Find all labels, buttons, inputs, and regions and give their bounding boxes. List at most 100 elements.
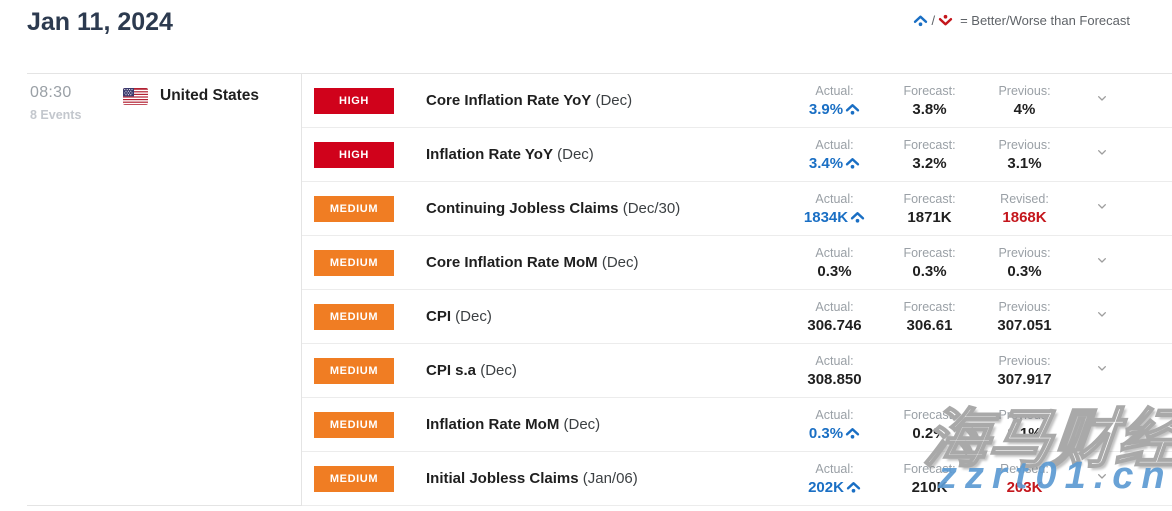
events-list: HIGH Core Inflation Rate YoY (Dec) Actual:…	[301, 74, 1172, 506]
event-row[interactable]: HIGH Core Inflation Rate YoY (Dec) Actual:…	[302, 74, 1172, 128]
forecast-value: 1871K	[907, 208, 952, 226]
forecast-cell: Forecast: 3.8%	[882, 84, 977, 118]
better-than-forecast-icon	[913, 14, 928, 27]
impact-badge: MEDIUM	[314, 303, 394, 330]
impact-badge: MEDIUM	[314, 195, 394, 222]
impact-badge: MEDIUM	[314, 411, 394, 438]
session-time-block: 08:30 8 Events	[30, 84, 123, 122]
forecast-value: 0.2%	[912, 424, 947, 442]
actual-value: 202K	[787, 479, 882, 496]
chevron-down-icon[interactable]	[1094, 144, 1110, 165]
event-title: Core Inflation Rate YoY (Dec)	[426, 92, 632, 109]
event-row[interactable]: MEDIUM CPI (Dec) Actual: 306.746 Forecast: 30…	[302, 290, 1172, 344]
revised-label: Revised:	[1000, 191, 1049, 206]
previous-label: Previous:	[998, 83, 1051, 98]
forecast-value: 210K	[911, 478, 948, 496]
chevron-down-icon[interactable]	[1094, 198, 1110, 219]
previous-value: 0.1%	[1007, 424, 1042, 442]
event-name: Inflation Rate YoY	[426, 146, 553, 163]
chevron-down-icon[interactable]	[1094, 360, 1110, 381]
event-title: CPI s.a (Dec)	[426, 362, 517, 379]
event-row[interactable]: MEDIUM Continuing Jobless Claims (Dec/30)…	[302, 182, 1172, 236]
event-period: (Dec)	[451, 308, 492, 325]
actual-value: 3.9%	[787, 101, 882, 118]
expand-chevron-wrap	[1072, 414, 1132, 435]
impact-badge: HIGH	[314, 87, 394, 114]
actual-cell: Actual: 0.3%	[787, 408, 882, 442]
expand-chevron-wrap	[1072, 90, 1132, 111]
event-period: (Jan/06)	[578, 470, 638, 487]
forecast-label: Forecast:	[903, 299, 956, 314]
actual-value: 3.4%	[787, 155, 882, 172]
session-time: 08:30	[30, 84, 72, 101]
previous-value: 307.917	[997, 370, 1052, 388]
forecast-cell: Forecast: 3.2%	[882, 138, 977, 172]
forecast-label: Forecast:	[903, 245, 956, 260]
event-name: CPI	[426, 308, 452, 325]
forecast-value: 3.2%	[912, 154, 947, 172]
impact-badge: MEDIUM	[314, 465, 394, 492]
previous-label: Previous:	[998, 353, 1051, 368]
event-name: Core Inflation Rate YoY	[426, 92, 592, 109]
forecast-cell	[882, 369, 977, 372]
event-period: (Dec)	[476, 362, 517, 379]
previous-value: 4%	[1013, 100, 1036, 118]
previous-value: 3.1%	[1007, 154, 1042, 172]
event-period: (Dec)	[552, 146, 594, 163]
chevron-down-icon[interactable]	[1094, 468, 1110, 489]
event-row[interactable]: MEDIUM Core Inflation Rate MoM (Dec) Actua…	[302, 236, 1172, 290]
impact-badge: HIGH	[314, 141, 394, 168]
actual-cell: Actual: 3.4%	[787, 138, 882, 172]
event-name: Core Inflation Rate MoM	[426, 254, 598, 271]
previous-label: Previous:	[998, 299, 1051, 314]
previous-cell: Previous: 307.917	[977, 354, 1072, 388]
event-name: Continuing Jobless Claims	[426, 200, 619, 217]
chevron-down-icon[interactable]	[1094, 306, 1110, 327]
previous-label: Previous:	[998, 245, 1051, 260]
revised-label: Revised:	[1000, 461, 1049, 476]
forecast-label: Forecast:	[903, 461, 956, 476]
actual-value: 0.3%	[787, 425, 882, 442]
event-row[interactable]: MEDIUM Initial Jobless Claims (Jan/06) Act…	[302, 452, 1172, 506]
actual-cell: Actual: 308.850	[787, 354, 882, 388]
previous-value: 307.051	[997, 316, 1052, 334]
actual-cell: Actual: 3.9%	[787, 84, 882, 118]
event-name: Initial Jobless Claims	[426, 470, 579, 487]
previous-value: 0.3%	[1007, 262, 1042, 280]
forecast-legend: / = Better/Worse than Forecast	[913, 13, 1130, 28]
event-period: (Dec)	[597, 254, 639, 271]
event-period: (Dec)	[591, 92, 633, 109]
forecast-cell: Forecast: 0.2%	[882, 408, 977, 442]
forecast-cell: Forecast: 1871K	[882, 192, 977, 226]
chevron-down-icon[interactable]	[1094, 90, 1110, 111]
revised-value: 1868K	[1002, 208, 1047, 226]
worse-than-forecast-icon	[938, 14, 953, 27]
expand-chevron-wrap	[1072, 468, 1132, 489]
event-title: Continuing Jobless Claims (Dec/30)	[426, 200, 680, 217]
forecast-value: 306.61	[906, 316, 953, 334]
calendar-header: Jan 11, 2024 / = Better/Worse than Forec…	[0, 0, 1172, 73]
session-events-count: 8 Events	[30, 108, 82, 122]
event-row[interactable]: MEDIUM Inflation Rate MoM (Dec) Actual: 0.3…	[302, 398, 1172, 452]
chevron-down-icon[interactable]	[1094, 252, 1110, 273]
previous-label: Previous:	[998, 137, 1051, 152]
page-title: Jan 11, 2024	[27, 8, 173, 36]
revised-cell: Revised: 1868K	[977, 192, 1072, 226]
country-block[interactable]: United States	[123, 87, 259, 105]
event-title: Initial Jobless Claims (Jan/06)	[426, 470, 638, 487]
event-period: (Dec)	[559, 416, 601, 433]
event-row[interactable]: MEDIUM CPI s.a (Dec) Actual: 308.850 Previou…	[302, 344, 1172, 398]
previous-cell: Previous: 4%	[977, 84, 1072, 118]
actual-label: Actual:	[815, 245, 854, 260]
actual-cell: Actual: 0.3%	[787, 246, 882, 280]
expand-chevron-wrap	[1072, 252, 1132, 273]
previous-cell: Previous: 307.051	[977, 300, 1072, 334]
actual-label: Actual:	[815, 83, 854, 98]
legend-text: = Better/Worse than Forecast	[960, 13, 1130, 28]
chevron-down-icon[interactable]	[1094, 414, 1110, 435]
forecast-label: Forecast:	[903, 83, 956, 98]
revised-cell: Revised: 203K	[977, 462, 1072, 496]
forecast-value: 3.8%	[912, 100, 947, 118]
event-row[interactable]: HIGH Inflation Rate YoY (Dec) Actual: 3.4% F…	[302, 128, 1172, 182]
